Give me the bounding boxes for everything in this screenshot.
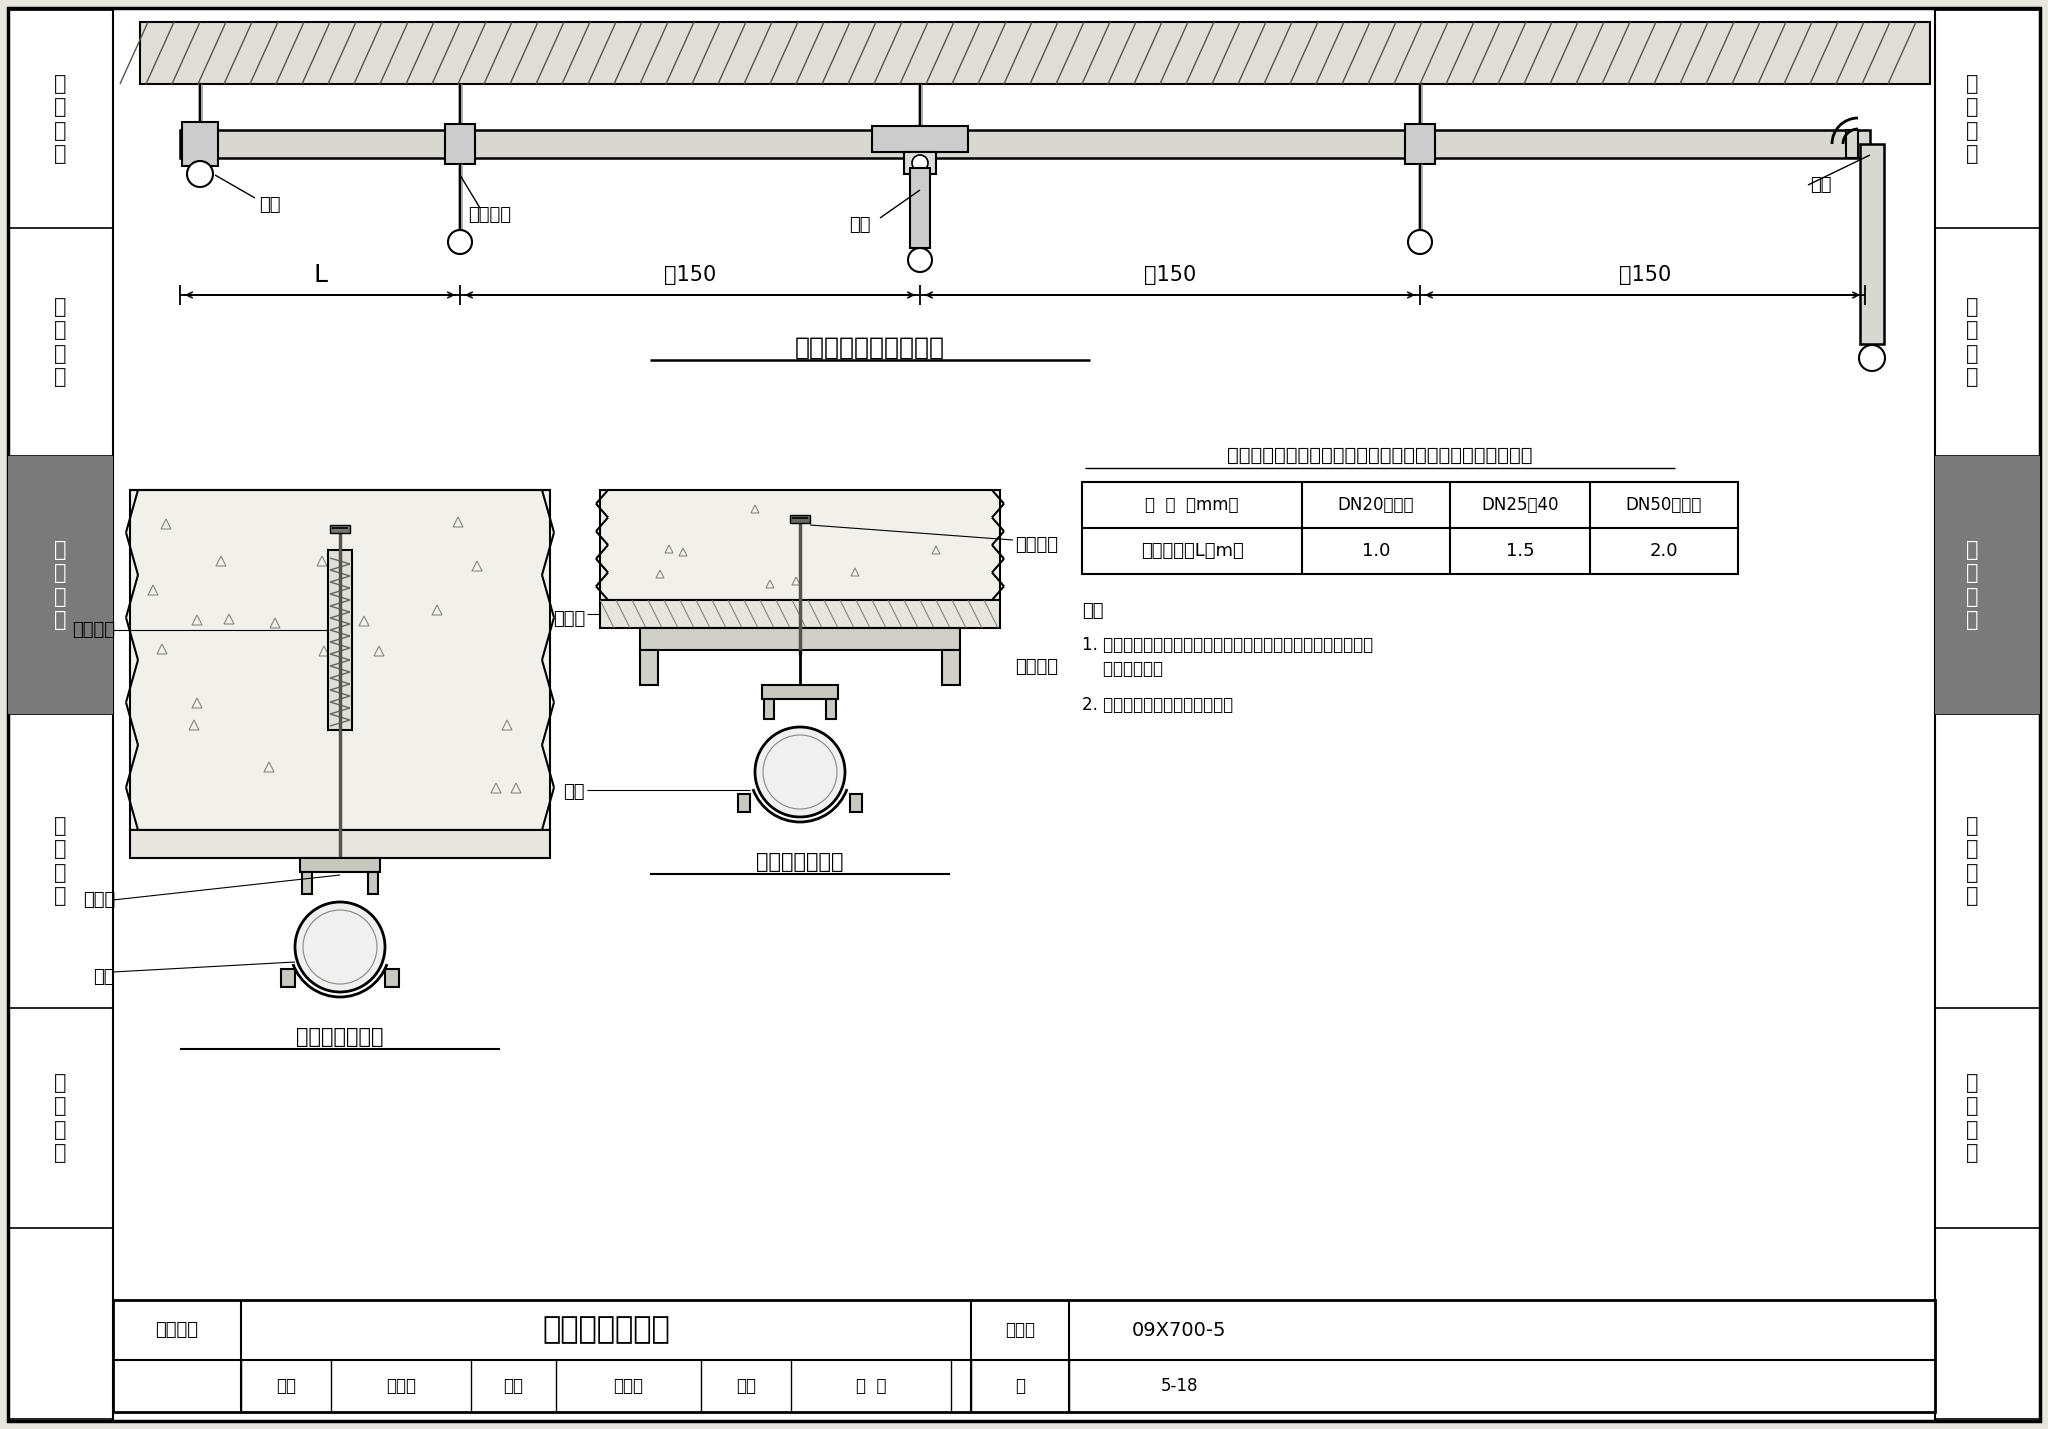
Text: 设
备
安
装: 设 备 安 装 (1966, 816, 1978, 906)
Text: 缆
线
敷
设: 缆 线 敷 设 (1966, 540, 1978, 630)
Bar (129, 830, 551, 857)
Text: 1.0: 1.0 (1362, 542, 1391, 560)
Text: 管叉: 管叉 (850, 216, 870, 234)
Bar (299, 857, 381, 872)
Text: 设计: 设计 (735, 1378, 756, 1395)
Bar (444, 124, 475, 164)
Text: 2. 塑料胀管根据管径大小选用。: 2. 塑料胀管根据管径大小选用。 (1081, 696, 1233, 714)
Bar (639, 627, 961, 650)
Text: 供
电
电
源: 供 电 电 源 (53, 297, 66, 387)
Circle shape (756, 727, 846, 817)
Bar (909, 169, 930, 249)
Text: 石膏板: 石膏板 (553, 610, 586, 627)
Circle shape (295, 902, 385, 992)
Bar (182, 121, 217, 166)
Bar (281, 969, 295, 987)
Text: 硬塑管沿墙、楼板明装: 硬塑管沿墙、楼板明装 (795, 336, 944, 360)
Text: 管卡: 管卡 (260, 196, 281, 214)
Bar (600, 490, 999, 600)
Bar (764, 699, 774, 719)
Text: 做法同管卡。: 做法同管卡。 (1081, 660, 1163, 677)
Text: DN20及以下: DN20及以下 (1337, 496, 1415, 514)
Text: 木螺丝: 木螺丝 (82, 892, 115, 909)
Text: 管卡: 管卡 (94, 967, 115, 986)
Text: 机
房
工
程: 机 房 工 程 (53, 74, 66, 164)
Text: DN25～40: DN25～40 (1481, 496, 1559, 514)
Text: 缆
线
敷
设: 缆 线 敷 设 (53, 540, 66, 630)
Text: 张继春: 张继春 (612, 1378, 643, 1395)
Text: 弯头: 弯头 (1810, 176, 1831, 194)
Bar (942, 650, 961, 684)
Bar (872, 126, 969, 151)
Bar (113, 1300, 1935, 1412)
Text: 2.0: 2.0 (1651, 542, 1677, 560)
Text: 09X700-5: 09X700-5 (1133, 1320, 1227, 1339)
Text: L: L (313, 263, 328, 287)
Text: 硬塑料管明敷设: 硬塑料管明敷设 (543, 1316, 670, 1345)
Text: 校对: 校对 (504, 1378, 522, 1395)
Text: 图集号: 图集号 (1006, 1320, 1034, 1339)
Bar (825, 699, 836, 719)
Circle shape (911, 154, 928, 171)
Text: 防
雷
接
地: 防 雷 接 地 (53, 1073, 66, 1163)
Circle shape (1409, 230, 1432, 254)
Bar (8, 456, 113, 714)
Bar (903, 151, 936, 174)
Bar (1081, 482, 1739, 574)
Text: ～150: ～150 (1145, 264, 1196, 284)
Text: 陶  炜: 陶 炜 (856, 1378, 887, 1395)
Text: 供
电
电
源: 供 电 电 源 (1966, 297, 1978, 387)
Text: 防
雷
接
地: 防 雷 接 地 (1966, 1073, 1978, 1163)
Bar (330, 524, 350, 533)
Text: DN50及以上: DN50及以上 (1626, 496, 1702, 514)
Bar (762, 684, 838, 699)
Text: 用塑料胀管安装: 用塑料胀管安装 (297, 1027, 383, 1047)
Bar (1405, 124, 1436, 164)
Text: 机
房
工
程: 机 房 工 程 (1966, 74, 1978, 164)
Bar (639, 650, 657, 684)
Text: 塑料胀管: 塑料胀管 (72, 622, 115, 639)
Text: 管  径  （mm）: 管 径 （mm） (1145, 496, 1239, 514)
Text: 用自攻螺丝安装: 用自攻螺丝安装 (756, 852, 844, 872)
Bar (600, 600, 999, 627)
Bar (129, 490, 551, 830)
Text: 设
备
安
装: 设 备 安 装 (53, 816, 66, 906)
Text: ～150: ～150 (664, 264, 717, 284)
Bar (1860, 144, 1884, 344)
Bar (1845, 130, 1858, 159)
Bar (301, 872, 311, 895)
Circle shape (907, 249, 932, 272)
Circle shape (449, 230, 471, 254)
Bar (369, 872, 379, 895)
Text: 1. 管卡固定方式根据施工现场具体条件定，亦可采用管夹固定，: 1. 管卡固定方式根据施工现场具体条件定，亦可采用管夹固定， (1081, 636, 1372, 654)
Circle shape (1860, 344, 1884, 372)
Bar (791, 514, 811, 523)
Bar (328, 550, 352, 730)
Bar (180, 130, 1870, 159)
Text: 管卡: 管卡 (563, 783, 586, 802)
Circle shape (186, 161, 213, 187)
Bar (737, 795, 750, 812)
Bar (850, 795, 862, 812)
Text: 5-18: 5-18 (1161, 1378, 1198, 1395)
Bar (385, 969, 399, 987)
Text: 1.5: 1.5 (1505, 542, 1534, 560)
Text: 李兴能: 李兴能 (385, 1378, 416, 1395)
Text: ～150: ～150 (1618, 264, 1671, 284)
Text: 自攻螺丝: 自攻螺丝 (1016, 536, 1059, 554)
Bar (139, 21, 1929, 84)
Text: 审核: 审核 (276, 1378, 297, 1395)
Text: 页: 页 (1016, 1378, 1024, 1395)
Text: 缆线敷设: 缆线敷设 (156, 1320, 199, 1339)
Text: 轻钢龙骨: 轻钢龙骨 (1016, 657, 1059, 676)
Text: 硬塑料管: 硬塑料管 (469, 206, 512, 224)
Bar (1935, 456, 2040, 714)
Text: 固定点间距L（m）: 固定点间距L（m） (1141, 542, 1243, 560)
Text: 硬塑料管用吊架、支架或沿墙敷设时管材固定点间最大间距: 硬塑料管用吊架、支架或沿墙敷设时管材固定点间最大间距 (1227, 446, 1532, 464)
Text: 注：: 注： (1081, 602, 1104, 620)
